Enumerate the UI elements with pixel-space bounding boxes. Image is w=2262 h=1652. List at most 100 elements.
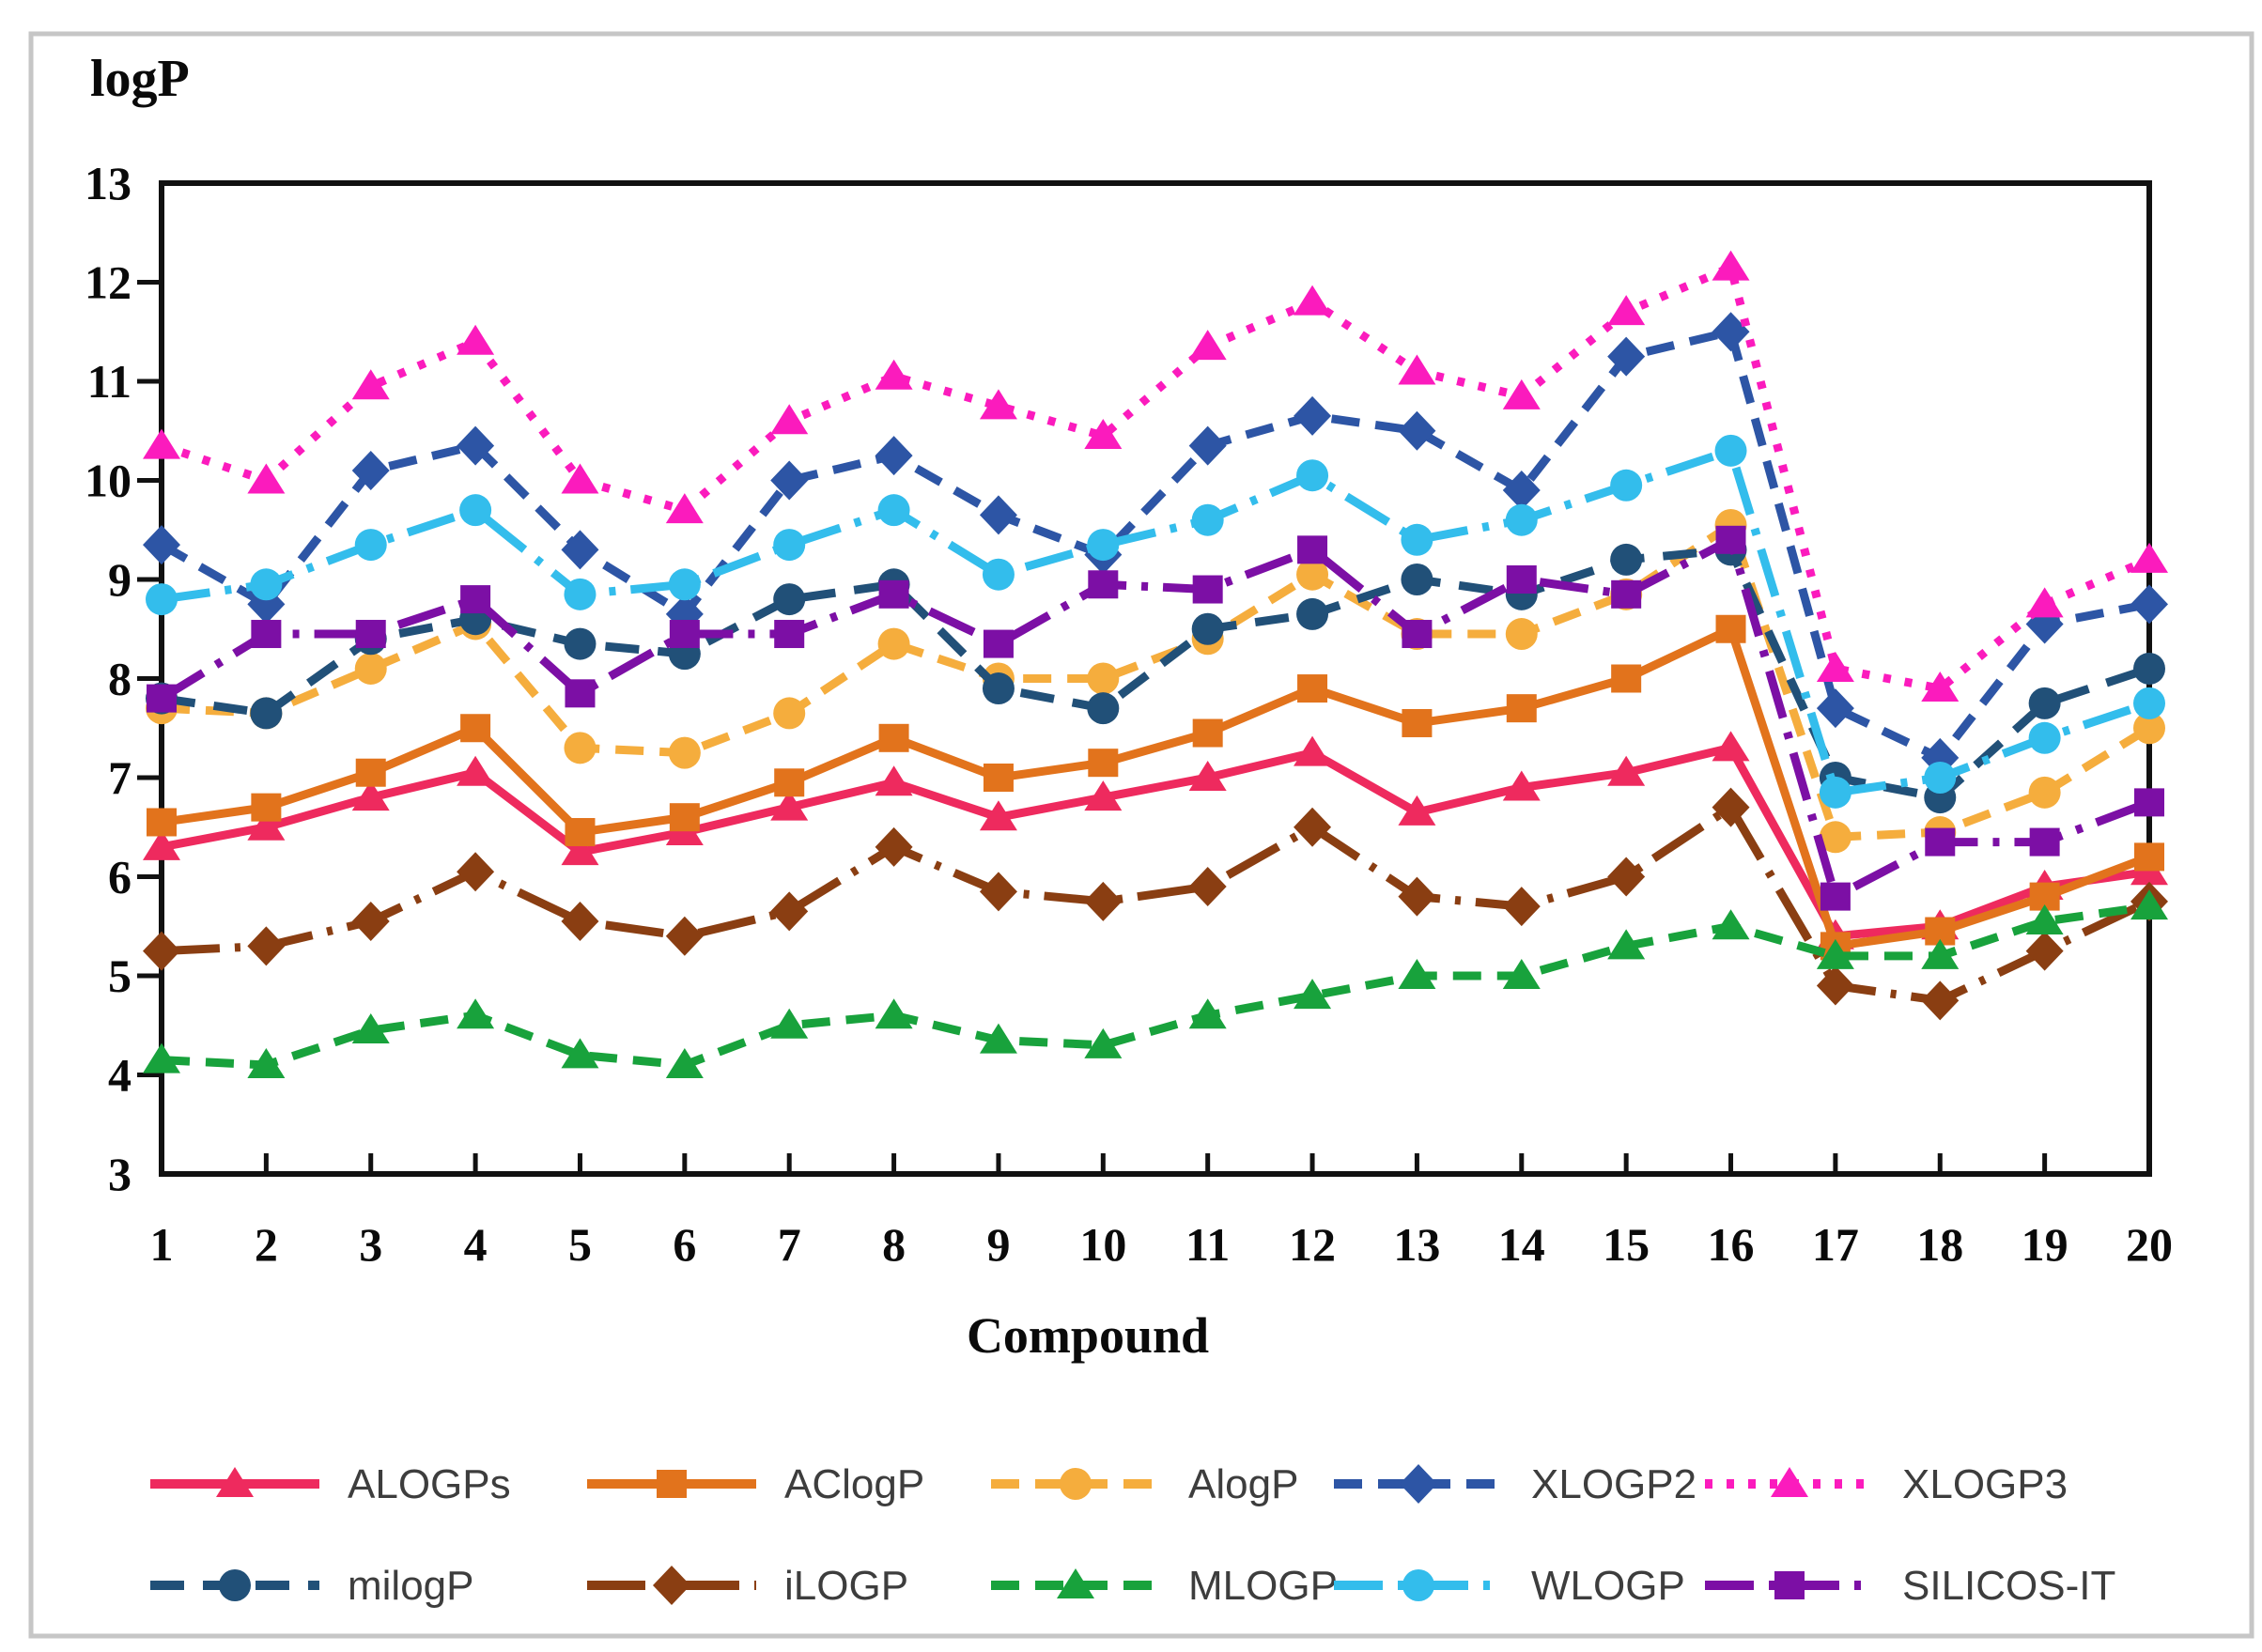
series-marker-XLOGP3 (770, 404, 809, 435)
x-tick-label: 1 (150, 1218, 174, 1271)
series-marker-MLOGP (665, 1047, 704, 1078)
series-marker-ALOGPs (1607, 755, 1646, 786)
y-tick-label: 13 (85, 157, 132, 209)
series-marker-MLOGP (979, 1023, 1017, 1054)
series-marker-WLOGP (1505, 503, 1538, 536)
legend-marker-XLOGP2 (1400, 1464, 1437, 1504)
series-marker-MLOGP (1921, 938, 1960, 969)
series-marker-XLOGP3 (1188, 330, 1227, 361)
series-marker-AlogP (668, 736, 701, 769)
series-marker-ALOGPs (143, 829, 180, 860)
x-tick-label: 9 (986, 1218, 1010, 1271)
series-marker-SILICOS-IT (1611, 579, 1642, 609)
series-marker-MLOGP (1712, 909, 1750, 940)
legend-marker-iLOGP (653, 1566, 690, 1605)
legend-marker-MLOGP (1057, 1568, 1094, 1598)
series-marker-WLOGP (1714, 434, 1747, 467)
legend-label-ALOGPs: ALOGPs (348, 1461, 511, 1507)
series-marker-AClogP (1192, 718, 1223, 748)
series-marker-iLOGP (875, 826, 913, 867)
series-line-WLOGP (161, 445, 2151, 797)
series-marker-iLOGP (247, 926, 286, 966)
series-marker-AClogP (565, 818, 596, 847)
series-marker-XLOGP2 (1502, 471, 1541, 511)
x-tick-label: 10 (1079, 1218, 1126, 1271)
legend-item-AlogP: AlogP (991, 1461, 1298, 1507)
series-line-SILICOS-IT (159, 533, 2151, 903)
series-marker-XLOGP2 (1294, 395, 1332, 436)
series-marker-XLOGP2 (1607, 336, 1646, 377)
series-marker-MLOGP (1607, 929, 1646, 960)
legend-marker-ALOGPs (216, 1467, 254, 1497)
series-marker-AlogP (2028, 776, 2061, 809)
series-marker-SILICOS-IT (2134, 788, 2164, 817)
x-tick-label: 15 (1603, 1218, 1650, 1271)
legend-label-WLOGP: WLOGP (1531, 1563, 1685, 1609)
series-XLOGP3 (143, 250, 2168, 702)
series-marker-XLOGP2 (1816, 688, 1854, 729)
series-marker-MLOGP (1398, 959, 1436, 989)
series-marker-ALOGPs (351, 780, 390, 811)
x-tick-label: 7 (778, 1218, 801, 1271)
y-tick-label: 5 (108, 950, 132, 1002)
y-tick-label: 8 (108, 653, 132, 705)
series-marker-iLOGP (1084, 881, 1123, 921)
series-marker-AClogP (878, 723, 909, 752)
series-marker-XLOGP2 (875, 436, 913, 476)
series-WLOGP (146, 434, 2165, 809)
series-marker-ALOGPs (457, 755, 495, 786)
series-marker-milogP (250, 697, 283, 730)
series-marker-WLOGP (250, 568, 283, 601)
series-marker-iLOGP (979, 872, 1017, 912)
series-marker-MLOGP (1294, 979, 1332, 1010)
legend-item-XLOGP2: XLOGP2 (1334, 1461, 1696, 1507)
x-tick-label: 13 (1393, 1218, 1440, 1271)
series-marker-MLOGP (1084, 1027, 1123, 1058)
x-tick-label: 3 (359, 1218, 382, 1271)
series-marker-iLOGP (1921, 980, 1960, 1021)
series-marker-MLOGP (561, 1038, 599, 1069)
series-line-AlogP (161, 517, 2152, 841)
series-marker-XLOGP3 (247, 463, 286, 494)
series-marker-ALOGPs (770, 790, 809, 821)
legend-label-milogP: milogP (348, 1563, 474, 1609)
legend-marker-AClogP (657, 1470, 687, 1498)
series-marker-milogP (564, 627, 596, 660)
series-marker-XLOGP3 (1294, 285, 1332, 316)
series-marker-AClogP (251, 793, 282, 822)
series-marker-iLOGP (1398, 876, 1436, 917)
series-marker-milogP (1296, 597, 1329, 630)
x-tick-label: 12 (1289, 1218, 1336, 1271)
series-marker-SILICOS-IT (1192, 575, 1223, 604)
legend-label-AlogP: AlogP (1188, 1461, 1298, 1507)
legend-item-ALOGPs: ALOGPs (150, 1461, 511, 1507)
series-line-milogP (161, 545, 2151, 802)
x-tick-label: 8 (882, 1218, 906, 1271)
series-marker-WLOGP (459, 494, 492, 527)
series-marker-MLOGP (1502, 959, 1541, 989)
figure-border (28, 31, 2254, 1639)
series-marker-milogP (2133, 652, 2165, 685)
series-marker-iLOGP (1294, 807, 1332, 847)
series-marker-AClogP (1088, 749, 1119, 778)
series-AClogP (147, 614, 2164, 961)
series-marker-milogP (2028, 687, 2061, 719)
series-marker-AlogP (354, 652, 387, 685)
series-marker-iLOGP (351, 901, 390, 941)
series-marker-AClogP (1297, 674, 1328, 703)
legend-label-SILICOS-IT: SILICOS-IT (1902, 1563, 2115, 1609)
series-marker-XLOGP2 (351, 450, 390, 490)
series-marker-MLOGP (1816, 938, 1854, 969)
series-marker-iLOGP (561, 901, 599, 941)
series-XLOGP2 (143, 312, 2168, 778)
series-marker-WLOGP (146, 583, 178, 616)
legend-item-MLOGP: MLOGP (991, 1563, 1338, 1609)
series-marker-iLOGP (457, 852, 495, 892)
series-marker-iLOGP (1188, 867, 1227, 907)
series-marker-ALOGPs (1712, 731, 1750, 762)
series-marker-milogP (773, 583, 806, 616)
x-tick-label: 18 (1916, 1218, 1963, 1271)
series-marker-AClogP (1402, 708, 1433, 737)
series-marker-AClogP (1715, 614, 1746, 643)
